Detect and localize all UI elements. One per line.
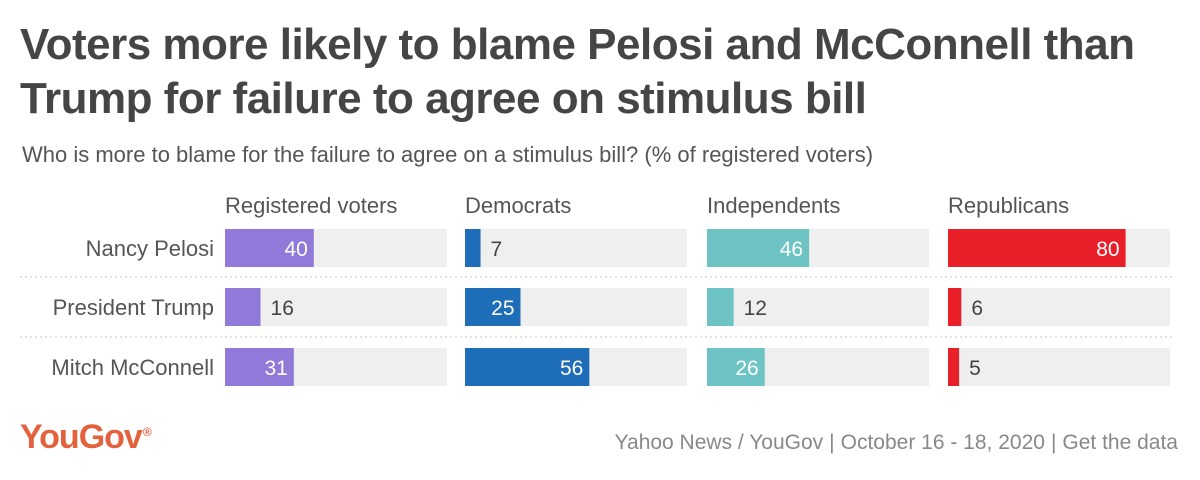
chart-subtitle: Who is more to blame for the failure to … [22,142,874,167]
category-label: Mitch McConnell [51,355,214,380]
source-label: Yahoo News / YouGov [614,431,824,454]
bar-track [225,288,447,326]
bar [948,348,960,386]
series-header: Registered voters [225,193,397,218]
bar [948,229,1126,267]
category-label: Nancy Pelosi [86,236,214,261]
footer-separator: | [829,431,835,454]
bar [707,229,810,267]
data-label: 12 [744,297,767,320]
data-label: 26 [735,357,758,380]
data-label: 7 [491,238,503,261]
bar [225,288,261,326]
data-label: 46 [780,238,803,261]
bar-track [948,348,1170,386]
logo-text: YouGov [20,418,143,456]
series-header: Independents [707,193,840,218]
data-label: 56 [560,357,583,380]
data-label: 80 [1096,238,1119,261]
series-header: Republicans [948,193,1069,218]
bar-track [707,288,929,326]
bar-track [948,288,1170,326]
bar [465,229,481,267]
bar [707,288,734,326]
data-label: 25 [491,297,514,320]
bar [225,229,314,267]
category-label: President Trump [53,295,214,320]
bar-track [465,229,687,267]
footer-source: Yahoo News / YouGov | October 16 - 18, 202… [615,431,1178,455]
data-label: 31 [264,357,287,380]
footer-separator: | [1050,431,1057,454]
bar [225,348,294,386]
get-the-data-link[interactable]: Get the data [1062,431,1178,454]
data-label: 5 [969,357,981,380]
bar-chart: Nancy Pelosi President Trump Mitch McConne… [20,193,1172,386]
chart-title: Voters more likely to blame Pelosi and M… [20,20,1135,123]
data-label: 16 [271,297,294,320]
bar [707,348,765,386]
logo-registered-mark: ® [142,424,152,439]
data-label: 40 [284,238,307,261]
data-label: 6 [971,297,983,320]
bar [948,288,962,326]
bar [465,348,590,386]
date-range: October 16 - 18, 2020 [840,431,1045,454]
bar [465,288,521,326]
series-header: Democrats [465,193,571,218]
yougov-logo: YouGov® [20,418,152,457]
